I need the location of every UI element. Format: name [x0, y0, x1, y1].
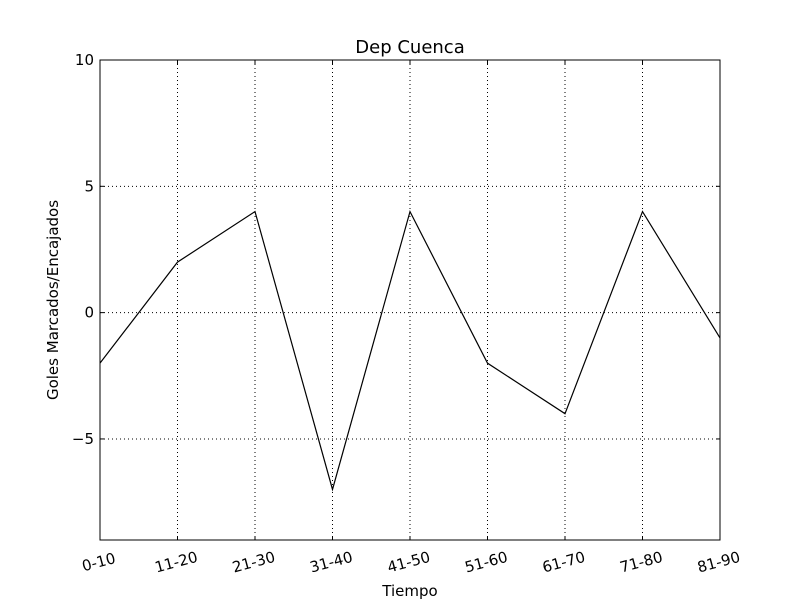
x-tick-label: 81-90 [695, 548, 742, 577]
chart-title: Dep Cuenca [355, 37, 464, 58]
y-axis-label: Goles Marcados/Encajados [44, 200, 62, 400]
x-tick-label: 11-20 [153, 548, 200, 577]
series-layer [99, 209, 721, 492]
x-tick-label: 51-60 [463, 548, 510, 577]
x-tick-label: 41-50 [385, 548, 432, 577]
grid-lines [100, 60, 720, 540]
series-line [99, 209, 721, 492]
y-axis-ticks: 10 5 0 −5 [72, 51, 720, 448]
x-axis-ticks: 0-10 11-20 21-30 31-40 41-50 51-60 61-70 71-80 8… [80, 60, 742, 577]
x-tick-label: 31-40 [308, 548, 355, 577]
y-tick-label: 0 [84, 304, 94, 322]
x-tick-label: 61-70 [540, 548, 587, 577]
x-tick-label: 21-30 [230, 548, 277, 577]
x-tick-label: 71-80 [618, 548, 665, 577]
x-tick-label: 0-10 [80, 549, 118, 575]
x-axis-label: Tiempo [381, 582, 437, 600]
y-tick-label: 10 [75, 51, 94, 69]
y-tick-label: −5 [72, 430, 94, 448]
y-tick-label: 5 [84, 177, 94, 195]
